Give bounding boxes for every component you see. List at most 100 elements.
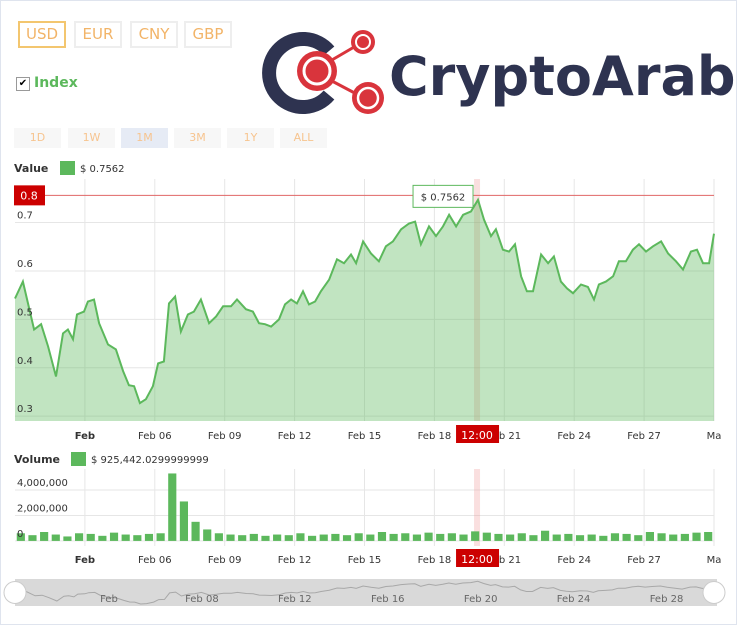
bar xyxy=(494,533,503,541)
range-button[interactable]: 3M xyxy=(174,128,221,148)
bar xyxy=(296,533,305,541)
navigator-tick-label: Feb 28 xyxy=(650,594,684,605)
navigator-bg xyxy=(15,579,717,606)
navigator-tick-label: Feb 24 xyxy=(557,594,591,605)
currency-button[interactable]: USD xyxy=(18,21,66,48)
bar xyxy=(704,532,713,541)
x-tick-label: Feb 21 xyxy=(487,555,521,566)
bar xyxy=(366,534,375,541)
bar xyxy=(238,535,247,541)
bar xyxy=(436,533,445,541)
y-tick-label: 0.7 xyxy=(17,211,33,222)
checkbox[interactable]: ✔ xyxy=(16,77,30,91)
crosshair-x-box xyxy=(456,425,500,443)
tooltip-text: $ 0.7562 xyxy=(421,192,466,203)
bar xyxy=(133,535,142,541)
range-button[interactable]: 1M xyxy=(121,128,168,148)
bar xyxy=(459,534,468,541)
navigator-handle[interactable] xyxy=(3,581,27,604)
bar xyxy=(401,533,410,541)
bar xyxy=(214,533,223,541)
bar xyxy=(610,533,620,541)
range-button[interactable]: ALL xyxy=(280,128,327,148)
bar xyxy=(389,533,398,541)
y-tick-label: 0.3 xyxy=(17,404,33,415)
bar xyxy=(482,532,491,541)
legend-label: Volume xyxy=(14,453,60,466)
bar xyxy=(599,535,608,541)
crosshair-band xyxy=(474,179,481,421)
crosshair-x-label: 12:00 xyxy=(461,429,493,442)
bar xyxy=(634,535,643,541)
bar xyxy=(63,536,72,541)
currency-button[interactable]: CNY xyxy=(130,21,178,48)
bar xyxy=(342,535,352,541)
legend-value: $ 925,442.0299999999 xyxy=(91,455,209,466)
x-tick-label: Feb 06 xyxy=(138,431,172,442)
legend-value: $ 0.7562 xyxy=(80,164,125,175)
bar xyxy=(680,533,689,541)
bar xyxy=(249,533,258,541)
currency-button[interactable]: GBP xyxy=(184,21,232,48)
bar xyxy=(412,534,422,541)
bar xyxy=(564,533,573,541)
x-tick-label: Feb 09 xyxy=(208,555,242,566)
bar xyxy=(51,534,60,541)
x-tick-label: Feb 27 xyxy=(627,555,661,566)
bar xyxy=(354,533,363,541)
bar xyxy=(447,533,456,541)
bar xyxy=(179,501,189,541)
bar xyxy=(144,533,154,541)
navigator-tick-label: Feb 12 xyxy=(278,594,312,605)
y-tick-label: 2,000,000 xyxy=(17,503,68,514)
bar xyxy=(552,534,561,541)
bar xyxy=(529,535,538,541)
range-button[interactable]: 1W xyxy=(68,128,115,148)
bar xyxy=(587,534,596,541)
navigator-tick-label: Feb 20 xyxy=(464,594,498,605)
bar xyxy=(86,533,95,541)
logo-text: CryptoArabe xyxy=(389,45,737,108)
bar xyxy=(226,534,235,541)
bar xyxy=(261,535,270,541)
y-tick-label: 0.6 xyxy=(17,259,33,270)
bar xyxy=(109,532,119,541)
y-tick-label: 0.4 xyxy=(17,356,33,367)
legend-label: Value xyxy=(14,162,48,175)
range-button[interactable]: 1Y xyxy=(227,128,274,148)
navigator-handle xyxy=(702,581,726,604)
bar xyxy=(28,535,37,541)
x-tick-label: Feb 27 xyxy=(627,431,661,442)
tooltip-box xyxy=(412,184,474,208)
bar xyxy=(307,535,317,541)
y-tick-label: 0.5 xyxy=(17,307,33,318)
y-tick-label: 4,000,000 xyxy=(17,478,68,489)
line xyxy=(14,197,715,405)
x-tick-label: Feb 24 xyxy=(557,555,591,566)
navigator-tick-label: Feb xyxy=(100,594,118,605)
bar xyxy=(319,534,328,541)
crosshair-y-label: 0.8 xyxy=(20,189,38,202)
bar xyxy=(121,534,130,541)
bar xyxy=(16,533,25,541)
bar xyxy=(168,473,177,541)
bar xyxy=(692,532,701,541)
crosshair-y-box xyxy=(14,185,45,206)
bar xyxy=(331,533,340,541)
bar xyxy=(622,533,631,541)
logo: CryptoArabe xyxy=(262,30,737,114)
index-label[interactable]: Index xyxy=(34,75,78,91)
bar xyxy=(540,530,550,541)
legend-swatch xyxy=(71,452,86,466)
x-tick-label: Feb 18 xyxy=(418,431,452,442)
crosshair-x-box xyxy=(456,549,500,567)
x-tick-label: Feb 12 xyxy=(278,555,312,566)
y-tick-label: 0 xyxy=(17,529,23,540)
range-button[interactable]: 1D xyxy=(14,128,61,148)
x-tick-label: Ma xyxy=(707,555,722,566)
bar xyxy=(98,535,107,541)
x-tick-label: Feb 18 xyxy=(418,555,452,566)
bar xyxy=(203,529,212,541)
currency-button[interactable]: EUR xyxy=(74,21,122,48)
